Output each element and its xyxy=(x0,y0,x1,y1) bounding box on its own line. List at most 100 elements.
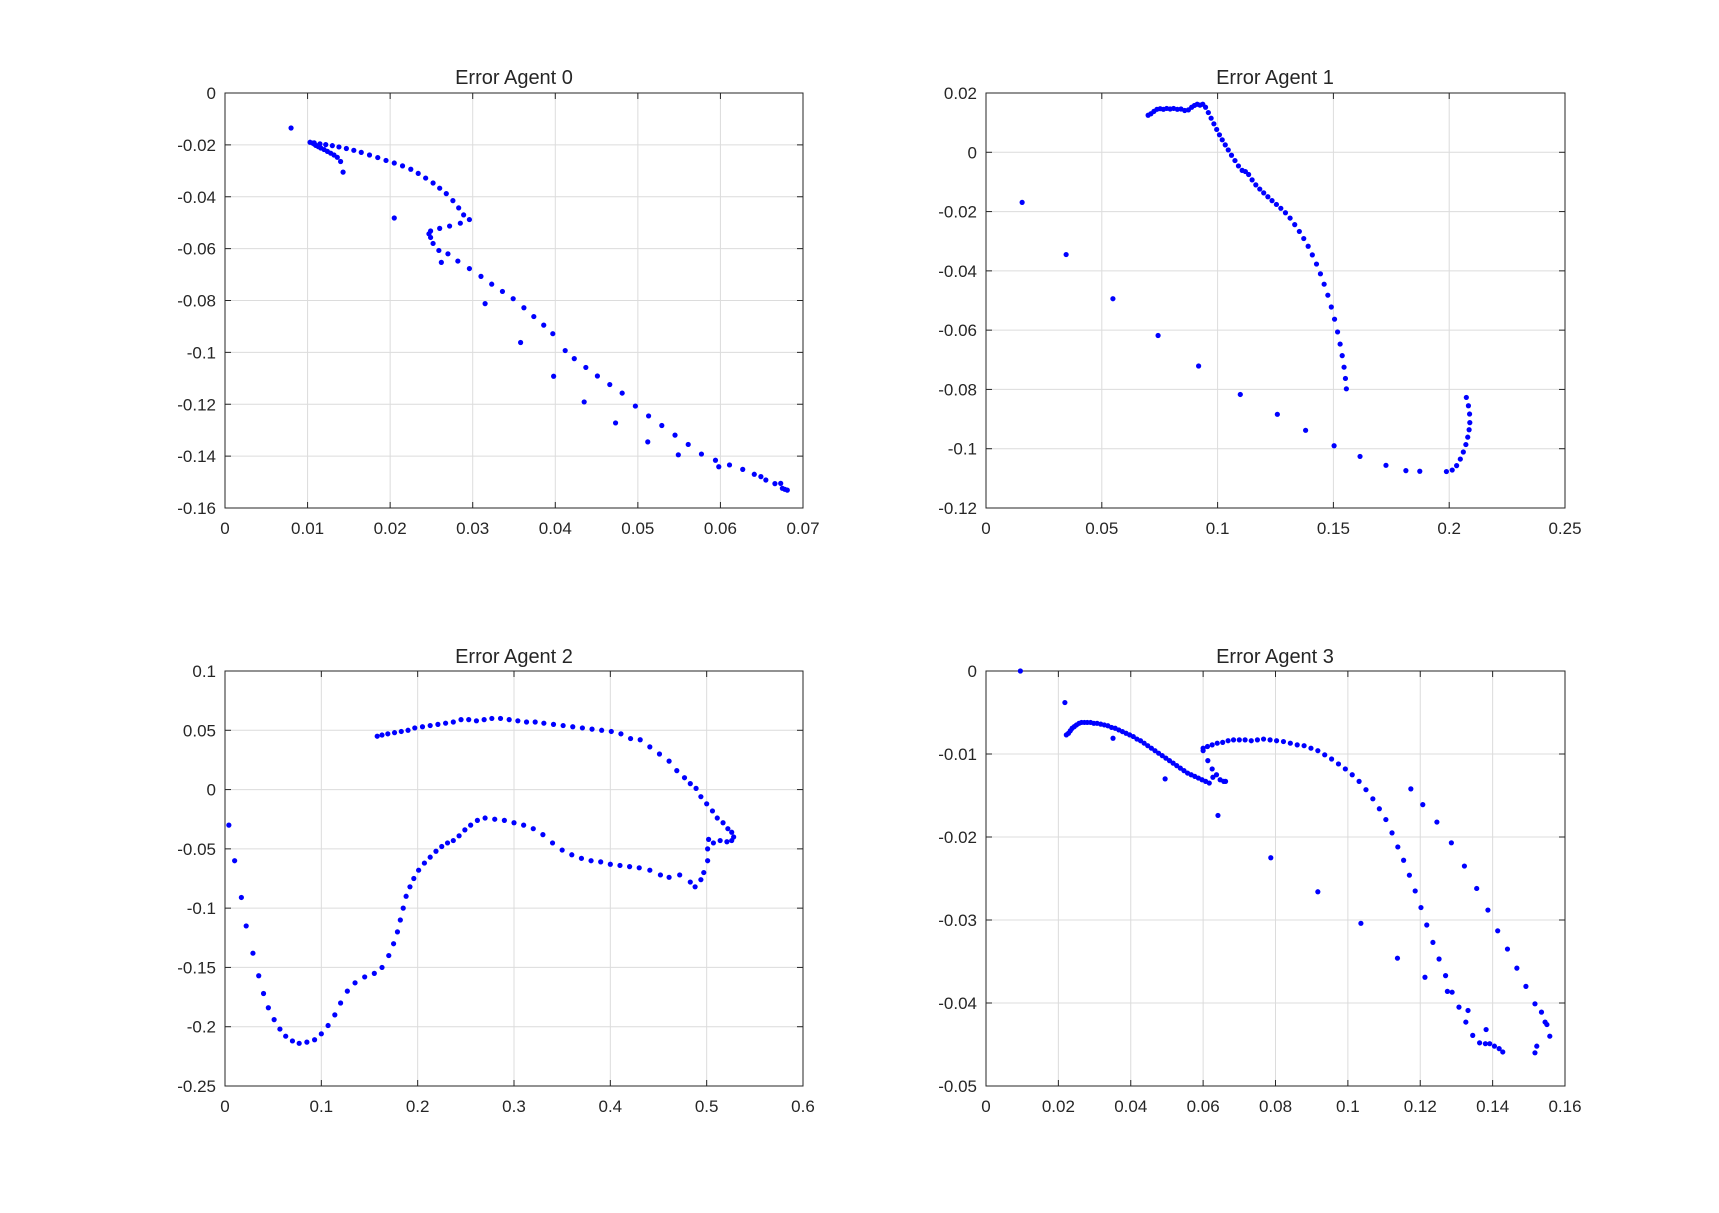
data-point xyxy=(1476,1040,1483,1046)
data-point xyxy=(1305,243,1311,249)
data-point xyxy=(352,980,358,986)
data-point xyxy=(1376,806,1382,812)
data-point xyxy=(532,719,538,725)
data-point xyxy=(1294,742,1300,748)
x-tick-label: 0.02 xyxy=(374,519,407,538)
data-point xyxy=(541,322,547,328)
data-point xyxy=(704,801,710,807)
data-point xyxy=(379,732,385,738)
data-point xyxy=(457,220,463,226)
data-point xyxy=(1265,194,1271,200)
data-point xyxy=(681,775,688,781)
y-tick-label: 0 xyxy=(968,662,977,681)
data-point xyxy=(1162,776,1168,782)
data-point xyxy=(1463,1019,1469,1025)
data-point xyxy=(1443,468,1450,475)
data-point xyxy=(657,872,664,878)
data-point xyxy=(1466,427,1472,433)
data-point xyxy=(283,1033,289,1039)
data-point xyxy=(444,840,451,846)
data-point xyxy=(1019,199,1025,205)
y-tick-label: -0.05 xyxy=(938,1077,977,1096)
data-point xyxy=(456,205,462,211)
data-point xyxy=(1456,1004,1462,1010)
data-point xyxy=(1145,743,1151,749)
data-point xyxy=(461,212,467,218)
data-point xyxy=(1303,427,1309,433)
data-point xyxy=(1260,736,1267,742)
data-point xyxy=(443,720,449,726)
data-point xyxy=(551,373,557,379)
y-tick-label: 0.05 xyxy=(183,721,216,740)
data-point xyxy=(772,481,778,487)
data-point xyxy=(416,867,422,873)
data-point xyxy=(336,144,342,150)
y-tick-label: -0.03 xyxy=(938,911,977,930)
data-point xyxy=(1177,765,1183,771)
data-point xyxy=(1222,142,1228,148)
data-point xyxy=(636,865,642,871)
y-tick-label: -0.2 xyxy=(187,1018,216,1037)
data-point xyxy=(1225,147,1231,153)
data-point xyxy=(1269,198,1275,204)
data-point xyxy=(550,331,556,337)
x-tick-label: 0 xyxy=(220,1097,229,1116)
data-point xyxy=(408,166,414,172)
data-point xyxy=(1174,763,1180,769)
data-point xyxy=(1474,885,1480,892)
data-point xyxy=(559,847,565,853)
data-point xyxy=(325,1022,331,1029)
data-point xyxy=(579,725,585,731)
data-point xyxy=(1341,364,1347,370)
data-point xyxy=(1222,778,1229,784)
data-point xyxy=(506,717,512,723)
data-point xyxy=(497,715,504,722)
x-tick-label: 0.01 xyxy=(291,519,324,538)
data-point xyxy=(1457,456,1463,462)
data-point xyxy=(521,822,527,828)
data-point xyxy=(698,877,704,883)
data-point xyxy=(265,1005,271,1011)
plot-title: Error Agent 2 xyxy=(455,646,573,668)
data-point xyxy=(523,719,530,725)
x-tick-label: 0 xyxy=(981,1097,990,1116)
data-point xyxy=(720,820,726,826)
data-point xyxy=(1315,889,1321,895)
data-point xyxy=(647,744,653,750)
data-point xyxy=(1062,699,1068,706)
y-tick-label: -0.02 xyxy=(938,203,977,222)
data-point xyxy=(1181,768,1187,774)
data-point xyxy=(1225,738,1231,744)
data-point xyxy=(1448,840,1454,846)
data-point xyxy=(1532,1050,1538,1056)
data-point xyxy=(226,822,232,828)
data-point xyxy=(726,462,733,468)
y-tick-label: 0.02 xyxy=(944,84,977,103)
data-point xyxy=(1383,462,1389,468)
x-tick-label: 0.1 xyxy=(1206,519,1230,538)
data-point xyxy=(530,826,536,832)
y-tick-label: -0.15 xyxy=(177,958,216,977)
data-point xyxy=(583,364,589,371)
data-point xyxy=(403,893,409,899)
data-point xyxy=(411,875,417,882)
data-point xyxy=(710,840,717,846)
subplot-error-agent-3: 0 0.02 0.04 0.06 0.08 0.1 0.12 0.14 0.16 0 -0.01 -0… xyxy=(938,646,1581,1116)
data-point xyxy=(1482,1041,1488,1047)
x-tick-label: 0.14 xyxy=(1476,1097,1509,1116)
y-tick-label: 0 xyxy=(207,84,216,103)
data-point xyxy=(317,141,323,147)
data-point xyxy=(407,884,413,890)
plot-area xyxy=(986,93,1565,508)
data-point xyxy=(482,815,488,821)
data-point xyxy=(1242,737,1248,743)
y-tick-label: -0.02 xyxy=(177,136,216,155)
data-point xyxy=(1230,737,1237,743)
data-point xyxy=(1434,819,1440,825)
data-point xyxy=(1465,434,1471,440)
data-point xyxy=(1331,443,1337,449)
data-point xyxy=(1342,375,1349,382)
data-point xyxy=(571,356,577,362)
data-point xyxy=(1356,778,1362,784)
data-point xyxy=(437,185,443,191)
